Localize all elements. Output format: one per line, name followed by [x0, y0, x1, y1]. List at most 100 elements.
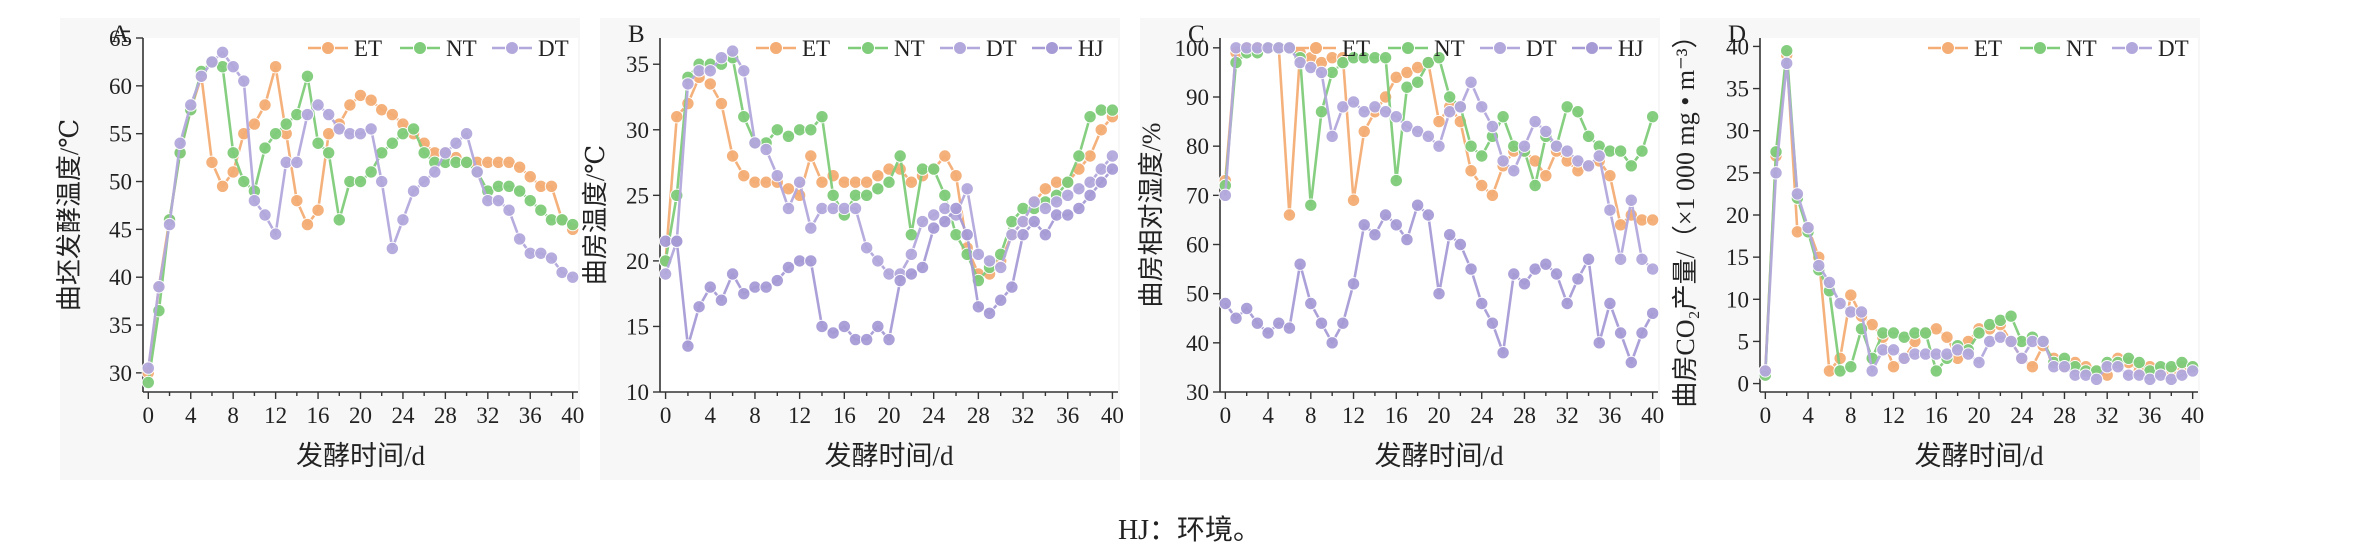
data-point: [1357, 124, 1371, 139]
data-point: [1250, 316, 1265, 330]
data-point: [804, 254, 818, 268]
data-point: [258, 141, 272, 155]
data-point: [396, 213, 410, 227]
series-hj: [658, 162, 1120, 353]
data-point: [1475, 296, 1489, 311]
data-point: [1539, 257, 1553, 271]
data-point: [804, 221, 818, 235]
data-point: [2004, 334, 2018, 349]
data-point: [1038, 227, 1053, 242]
data-point: [1357, 218, 1371, 232]
data-point: [1865, 364, 1879, 378]
y-axis-label: 曲房CO₂产量/（×1 000 mg • m⁻³）: [1671, 22, 1700, 407]
x-tick-label: 40: [2181, 403, 2204, 428]
y-tick-label: 20: [626, 249, 649, 274]
data-point: [826, 326, 840, 340]
data-point: [406, 122, 421, 136]
y-tick-label: 50: [109, 170, 132, 195]
chart-panel-d: 0 5 10 15 20 25 30 35 40 0 4 8 12 16 20 24 28 32 36 40 发酵时间/…: [1671, 18, 2204, 480]
data-point: [1432, 286, 1446, 301]
y-tick-label: 20: [1726, 203, 1749, 228]
legend-label: ET: [802, 36, 830, 61]
data-point: [1282, 321, 1297, 335]
data-point: [1314, 105, 1329, 119]
data-point: [1072, 149, 1086, 163]
series-dt: [1758, 56, 2200, 387]
data-point: [385, 241, 400, 256]
x-tick-label: 4: [705, 403, 717, 428]
data-point: [1083, 175, 1097, 189]
data-point: [1940, 330, 1954, 344]
data-point: [658, 234, 673, 248]
data-point: [770, 273, 784, 288]
data-point: [893, 273, 907, 288]
data-point: [1645, 213, 1660, 227]
data-point: [1378, 50, 1393, 65]
panel-label: B: [628, 21, 645, 48]
data-point: [714, 50, 729, 65]
data-point: [781, 129, 796, 144]
y-tick-label: 35: [109, 313, 132, 338]
data-point: [859, 332, 874, 347]
x-tick-label: 32: [2096, 403, 2119, 428]
data-point: [2132, 355, 2146, 370]
data-point: [926, 162, 941, 176]
data-point: [792, 175, 807, 189]
data-point: [2089, 372, 2104, 387]
data-point: [1507, 267, 1521, 281]
series-dt: [658, 44, 1120, 281]
data-point: [1005, 280, 1019, 294]
x-axis-label: 发酵时间/d: [1914, 441, 2044, 471]
legend-marker: [2125, 41, 2139, 55]
data-point: [1769, 145, 1783, 159]
series-hj: [1218, 198, 1660, 370]
y-tick-label: 30: [1186, 380, 1209, 405]
data-point: [938, 188, 952, 203]
data-point: [1485, 316, 1500, 330]
data-point: [770, 123, 784, 137]
data-point: [681, 339, 695, 353]
x-tick-label: 4: [185, 403, 197, 428]
data-point: [915, 162, 930, 176]
legend-item-dt: DT: [940, 36, 1017, 61]
data-point: [938, 201, 952, 216]
legend-item-et: ET: [1296, 36, 1370, 61]
x-tick-label: 28: [2053, 403, 2076, 428]
data-point: [1581, 252, 1596, 266]
x-tick-label: 36: [2138, 403, 2161, 428]
data-point: [1368, 227, 1382, 242]
data-point: [1432, 50, 1446, 65]
data-point: [2057, 360, 2072, 374]
data-point: [1453, 237, 1468, 252]
data-point: [893, 149, 907, 163]
data-point: [1528, 178, 1542, 193]
data-point: [1282, 41, 1297, 55]
legend-item-hj: HJ: [1032, 36, 1104, 61]
data-point: [1571, 272, 1585, 286]
data-point: [949, 227, 963, 242]
data-point: [748, 280, 762, 294]
data-point: [871, 319, 885, 334]
data-point: [1304, 198, 1318, 212]
data-point: [205, 55, 219, 69]
data-point: [1635, 252, 1649, 266]
data-point: [1442, 227, 1457, 242]
data-point: [681, 77, 695, 91]
panel-label: D: [1728, 21, 1746, 48]
data-point: [417, 174, 431, 189]
data-point: [1105, 149, 1120, 163]
data-point: [1105, 162, 1120, 176]
data-point: [162, 217, 177, 232]
y-tick-label: 100: [1175, 36, 1210, 61]
data-point: [502, 203, 516, 217]
x-tick-label: 0: [143, 403, 155, 428]
data-point: [2025, 360, 2040, 374]
legend-marker: [953, 41, 967, 55]
legend-item-dt: DT: [2112, 36, 2189, 61]
data-point: [1790, 187, 1805, 201]
data-point: [737, 286, 751, 301]
data-point: [837, 201, 852, 216]
data-point: [904, 267, 919, 281]
legend-marker: [505, 41, 519, 55]
data-point: [375, 174, 389, 189]
